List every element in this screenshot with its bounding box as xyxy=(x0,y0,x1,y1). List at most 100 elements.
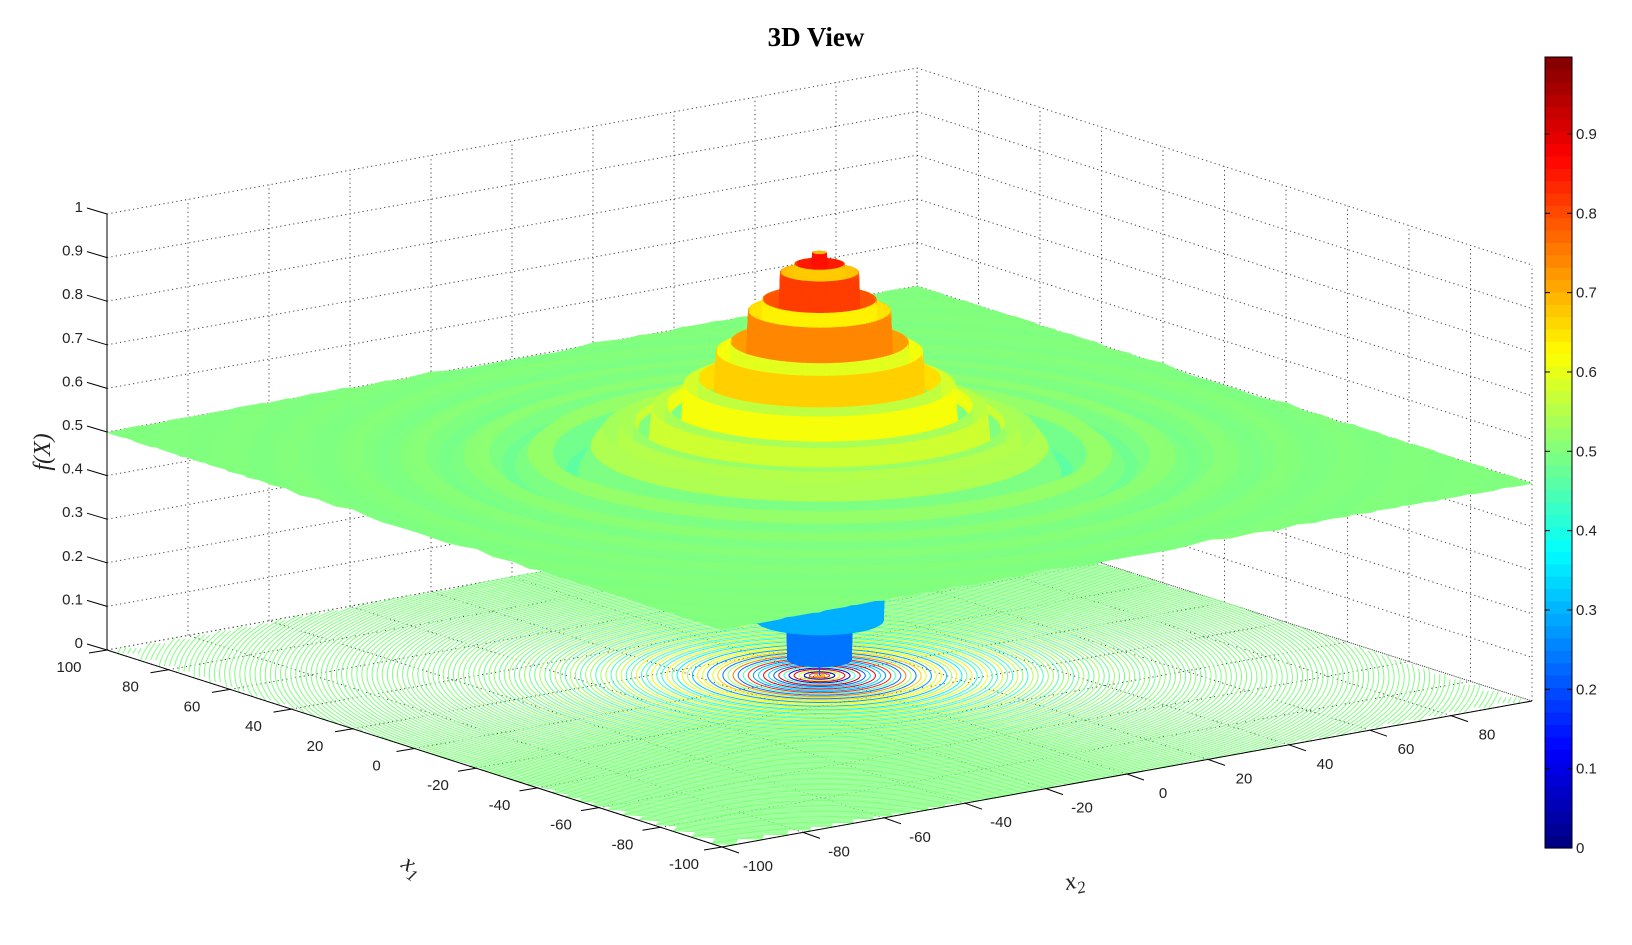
contour-line xyxy=(412,576,1227,775)
surface-patch xyxy=(1441,457,1456,467)
contour-line xyxy=(702,646,937,705)
contour-line xyxy=(788,667,851,684)
gridline xyxy=(106,198,918,346)
surface-patch xyxy=(1339,449,1354,457)
contour-line xyxy=(585,618,1054,733)
contour-line xyxy=(488,595,1151,756)
contour-line xyxy=(691,644,948,707)
contour-line xyxy=(463,589,1176,762)
contour-line xyxy=(493,596,1146,755)
contour-line xyxy=(549,610,1090,741)
surface-patch xyxy=(1402,449,1418,458)
surface-patch xyxy=(1452,464,1468,474)
contour-line xyxy=(569,614,1070,737)
contour-line xyxy=(478,592,1161,759)
contour-line xyxy=(600,622,1039,729)
gridline xyxy=(475,621,1287,769)
contour-line xyxy=(539,607,1100,744)
contour-line xyxy=(783,666,856,685)
contour-line xyxy=(574,616,1065,735)
contour-line xyxy=(422,579,1217,772)
gridline xyxy=(291,562,1102,710)
surface-patch xyxy=(1337,443,1353,451)
gridline xyxy=(106,503,918,651)
contour-line xyxy=(656,635,983,716)
surface-patch xyxy=(1403,456,1418,465)
contour-line xyxy=(564,613,1075,738)
contour-line xyxy=(636,630,1003,721)
contour-line xyxy=(671,639,968,712)
contour-line xyxy=(697,645,942,706)
surface-patch xyxy=(1401,463,1417,472)
gridline xyxy=(106,241,918,389)
gridline xyxy=(414,602,1225,749)
contour-line xyxy=(442,584,1197,767)
contour-line xyxy=(681,641,958,710)
gridline xyxy=(106,67,918,215)
contour-line xyxy=(417,578,1222,773)
surface-patch xyxy=(1275,460,1290,468)
contour-line xyxy=(498,597,1141,754)
contour-line xyxy=(483,594,1156,757)
contour-line xyxy=(640,632,999,719)
contour-line xyxy=(717,650,922,701)
contour-line xyxy=(732,654,907,697)
surface-patch xyxy=(1427,464,1443,474)
contour-line xyxy=(473,591,1166,760)
contour-line xyxy=(529,605,1110,746)
contour-line xyxy=(793,668,846,683)
contour-line xyxy=(803,671,836,680)
contour-line xyxy=(630,629,1009,722)
contour-line xyxy=(615,626,1024,725)
gridline xyxy=(106,372,918,520)
gridline xyxy=(106,154,918,302)
contour-line xyxy=(676,640,963,711)
contour-line xyxy=(610,624,1029,727)
contour-line xyxy=(651,634,988,717)
contour-line xyxy=(646,633,993,718)
contour-line xyxy=(661,637,978,714)
gridline xyxy=(352,582,1164,730)
contour-line xyxy=(813,673,826,678)
surface-patch xyxy=(1439,464,1456,474)
contour-line xyxy=(727,652,912,699)
contour-line xyxy=(432,581,1207,770)
contour-line xyxy=(778,665,861,686)
contour-line xyxy=(579,617,1060,734)
surface xyxy=(106,250,1533,676)
surface-patch xyxy=(1057,463,1073,468)
contour-line xyxy=(508,600,1131,751)
contour-line xyxy=(447,585,1192,766)
gridline xyxy=(168,523,979,671)
contour-line xyxy=(554,611,1085,740)
surface-patch xyxy=(1275,449,1291,457)
surface-patch xyxy=(1276,454,1291,462)
contour-line xyxy=(407,575,1232,776)
surface-patch xyxy=(1339,455,1354,463)
surface-patch xyxy=(1338,462,1354,470)
gridline xyxy=(229,542,1041,690)
contour-line xyxy=(524,603,1115,748)
surface-patch xyxy=(1377,450,1392,460)
surface-patch xyxy=(1378,457,1392,466)
contour-line xyxy=(605,623,1034,728)
contour-line xyxy=(722,651,917,700)
contour-line xyxy=(590,619,1049,732)
contour-line xyxy=(625,628,1014,723)
contour-line xyxy=(437,583,1202,768)
contour-line xyxy=(544,608,1095,743)
contour-line xyxy=(712,649,927,702)
contour-line xyxy=(559,612,1080,739)
contour-line xyxy=(452,586,1187,765)
surface-patch xyxy=(1375,444,1391,453)
contour-line xyxy=(503,599,1136,752)
contour-line xyxy=(666,638,973,713)
gridline xyxy=(106,416,918,564)
contour-line xyxy=(427,580,1212,771)
contour-line xyxy=(595,621,1044,730)
gridline xyxy=(106,111,918,259)
contour-line xyxy=(686,643,953,708)
contour-line xyxy=(808,672,831,679)
